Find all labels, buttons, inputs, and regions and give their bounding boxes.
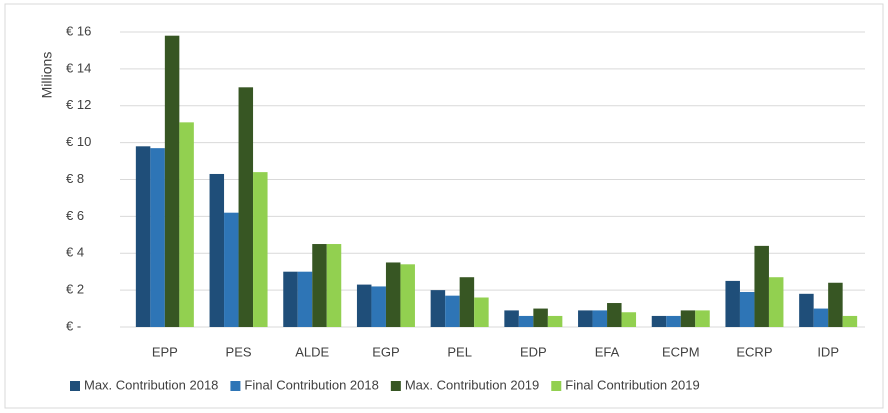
- bar: [592, 310, 608, 327]
- bar: [680, 310, 696, 327]
- x-tick-label: ALDE: [295, 344, 329, 359]
- bar: [518, 315, 534, 327]
- bar: [400, 264, 415, 327]
- bar: [828, 282, 843, 327]
- bar: [813, 308, 829, 327]
- bar: [607, 303, 622, 327]
- bar: [356, 284, 372, 327]
- bar: [533, 308, 548, 327]
- y-tick-label: € 2: [66, 282, 84, 297]
- x-tick-label: ECPM: [662, 344, 700, 359]
- bar: [725, 280, 740, 327]
- bar: [135, 146, 151, 327]
- bar: [326, 244, 342, 327]
- bar: [666, 315, 681, 327]
- bar: [739, 291, 755, 327]
- bar: [209, 173, 225, 327]
- y-tick-label: € 4: [66, 245, 84, 260]
- x-tick-label: PES: [226, 344, 252, 359]
- x-tick-label: IDP: [817, 344, 839, 359]
- y-tick-label: € 14: [66, 60, 91, 75]
- legend-label: Max. Contribution 2019: [405, 377, 539, 392]
- bar: [297, 271, 313, 327]
- bar: [253, 172, 268, 327]
- bar: [754, 245, 769, 327]
- legend-swatch: [551, 381, 562, 391]
- legend-label: Final Contribution 2019: [565, 377, 699, 392]
- bar: [842, 315, 858, 327]
- y-axis-label: Millions: [39, 52, 55, 99]
- bar: [504, 310, 519, 327]
- bar: [695, 310, 710, 327]
- legend-label: Max. Contribution 2018: [84, 377, 218, 392]
- x-tick-label: EGP: [372, 344, 399, 359]
- bar: [164, 35, 180, 327]
- bar: [474, 297, 489, 327]
- y-tick-label: € -: [66, 318, 81, 333]
- bar: [799, 293, 814, 327]
- bar: [445, 295, 460, 327]
- x-tick-label: EDP: [520, 344, 547, 359]
- bar: [459, 277, 475, 327]
- y-tick-label: € 10: [66, 134, 91, 149]
- x-tick-label: EFA: [595, 344, 620, 359]
- legend-swatch: [70, 381, 80, 391]
- bar: [224, 212, 239, 327]
- bar: [547, 315, 563, 327]
- y-tick-label: € 12: [66, 97, 91, 112]
- legend-swatch: [390, 381, 401, 391]
- legend-label: Final Contribution 2018: [244, 377, 378, 392]
- bar: [385, 262, 401, 327]
- bar: [283, 271, 298, 327]
- bar: [621, 312, 637, 327]
- y-tick-label: € 16: [66, 23, 91, 38]
- bar: [238, 87, 254, 327]
- bar: [371, 286, 386, 327]
- bar: [430, 290, 446, 327]
- bar: [768, 277, 784, 327]
- bar: [312, 244, 327, 327]
- bar: [179, 122, 194, 327]
- legend-swatch: [230, 381, 241, 391]
- bar: [578, 310, 593, 327]
- y-tick-label: € 8: [66, 171, 84, 186]
- x-tick-label: PEL: [447, 344, 472, 359]
- bar: [150, 148, 165, 327]
- y-tick-label: € 6: [66, 208, 84, 223]
- bar: [651, 315, 667, 327]
- x-tick-label: ECRP: [736, 344, 772, 359]
- x-tick-label: EPP: [152, 344, 178, 359]
